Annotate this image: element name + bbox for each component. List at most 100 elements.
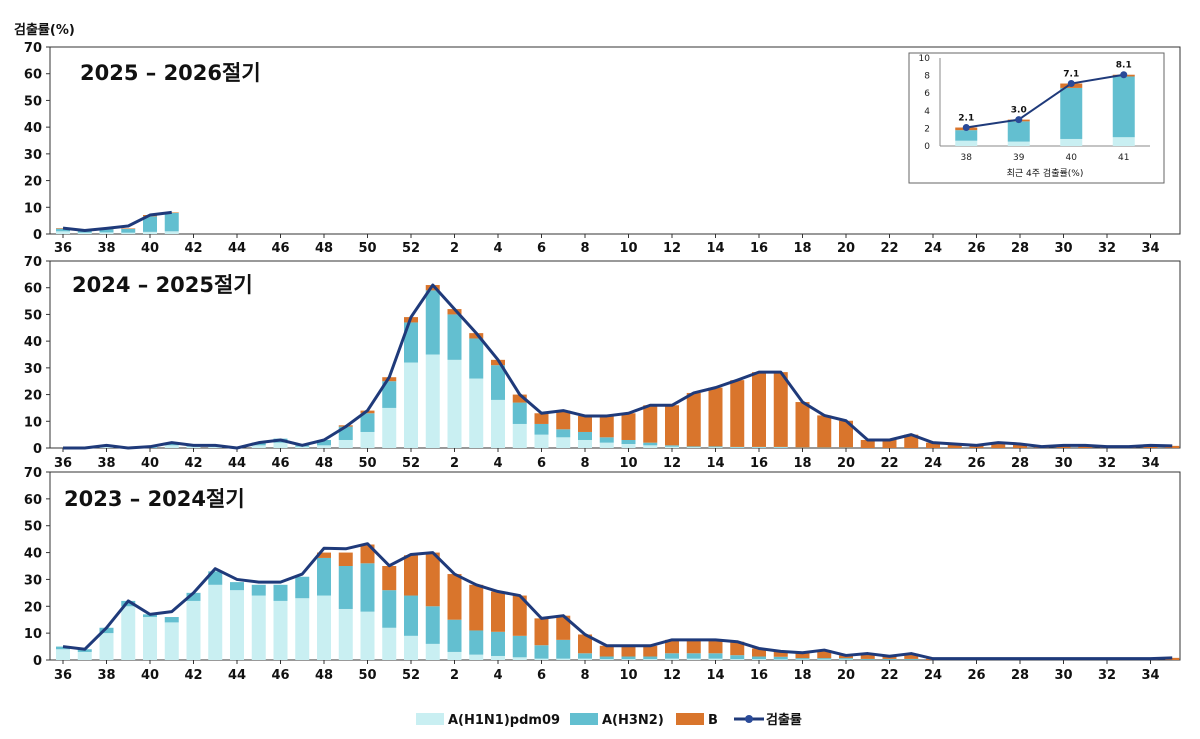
x-tick-label: 18 [793, 456, 811, 471]
bar-h1n1 [56, 649, 70, 660]
bar-h1n1 [578, 658, 592, 660]
bar-h1n1 [251, 595, 266, 660]
bar-h3n2 [621, 439, 636, 444]
x-tick-label: 24 [924, 241, 942, 256]
bar-b [860, 653, 875, 659]
bar-b [686, 639, 701, 654]
bar-h3n2 [360, 563, 375, 612]
bar-h3n2 [186, 592, 201, 601]
inset-bar-h3n2 [1060, 87, 1083, 139]
inset-bar-h3n2 [955, 130, 978, 141]
bar-b [882, 439, 897, 448]
bar-h1n1 [599, 659, 614, 660]
bar-h1n1 [56, 231, 70, 234]
bar-h1n1 [578, 439, 592, 448]
bar-h3n2 [752, 656, 766, 660]
plot-frame [49, 471, 1181, 661]
x-tick-label: 12 [663, 456, 681, 471]
bar-b [947, 443, 962, 448]
x-tick-label: 30 [1054, 241, 1072, 256]
inset-y-tick-label: 6 [924, 89, 930, 99]
y-tick-label: 70 [24, 255, 42, 270]
y-tick-label: 40 [24, 335, 42, 350]
bar-h1n1 [338, 439, 353, 448]
bar-h1n1 [708, 447, 723, 448]
x-tick-label: 42 [184, 668, 202, 683]
bar-b [686, 392, 701, 447]
y-tick-label: 30 [24, 362, 42, 377]
legend-swatch-h1n1 [416, 713, 444, 725]
bar-h3n2 [121, 228, 136, 233]
bar-h1n1 [382, 407, 397, 448]
bar-h1n1 [99, 232, 114, 234]
y-tick-label: 30 [24, 573, 42, 588]
x-tick-label: 2 [450, 241, 459, 256]
bar-b [491, 591, 505, 632]
bar-h3n2 [404, 595, 418, 636]
bar-h1n1 [599, 442, 614, 448]
bar-h1n1 [273, 600, 288, 660]
inset-caption: 최근 4주 검출률(%) [1007, 167, 1084, 179]
bar-b [860, 439, 875, 448]
x-tick-label: 18 [793, 668, 811, 683]
bar-h1n1 [186, 446, 201, 448]
bar-h1n1 [708, 658, 723, 660]
y-tick-label: 70 [24, 466, 42, 481]
x-tick-label: 26 [967, 456, 985, 471]
bar-h1n1 [512, 423, 527, 448]
x-tick-label: 12 [663, 241, 681, 256]
x-tick-label: 26 [967, 668, 985, 683]
bar-h1n1 [534, 658, 549, 660]
x-tick-label: 6 [537, 456, 546, 471]
bar-b [578, 634, 592, 654]
bar-h1n1 [143, 617, 157, 660]
inset-y-tick-label: 0 [924, 142, 930, 152]
x-tick-label: 14 [706, 668, 724, 683]
inset-y-tick-label: 2 [924, 124, 930, 134]
x-tick-label: 42 [184, 456, 202, 471]
bar-h1n1 [164, 445, 179, 448]
bar-b [469, 584, 484, 631]
bar-h1n1 [382, 627, 397, 660]
x-tick-label: 6 [537, 668, 546, 683]
x-tick-label: 50 [358, 241, 376, 256]
bar-b [599, 415, 614, 438]
bar-b [534, 413, 549, 424]
bar-h3n2 [317, 557, 331, 596]
bar-h3n2 [839, 658, 853, 660]
x-tick-label: 2 [450, 668, 459, 683]
bar-b [817, 415, 832, 448]
bar-h3n2 [382, 381, 397, 408]
bar-b [643, 405, 658, 443]
bar-h3n2 [382, 590, 397, 628]
bar-h3n2 [447, 619, 462, 652]
inset-data-label: 3.0 [1011, 106, 1027, 116]
y-axis-title: 검출률(%) [14, 22, 75, 38]
bar-h3n2 [599, 656, 614, 660]
bar-b [773, 651, 788, 657]
bar-h3n2 [143, 216, 157, 232]
bar-h3n2 [230, 582, 244, 591]
bar-b [621, 413, 636, 440]
bar-h3n2 [795, 658, 810, 660]
bar-h1n1 [665, 446, 679, 448]
bar-h1n1 [686, 447, 701, 448]
bar-b [752, 372, 766, 447]
x-tick-label: 38 [97, 241, 115, 256]
bar-h1n1 [621, 443, 636, 448]
bar-h3n2 [817, 658, 832, 660]
bar-b [382, 566, 397, 591]
y-tick-label: 20 [24, 389, 42, 404]
plot-frame [49, 260, 1181, 449]
bar-h1n1 [121, 232, 136, 234]
bar-h3n2 [512, 635, 527, 658]
x-tick-label: 22 [880, 456, 898, 471]
x-tick-label: 32 [1098, 241, 1116, 256]
bar-h1n1 [251, 445, 266, 448]
inset-bar-h3n2 [1007, 121, 1030, 142]
rate-line [63, 283, 1173, 450]
y-tick-label: 10 [24, 415, 42, 430]
x-tick-label: 44 [228, 668, 246, 683]
bar-h1n1 [469, 378, 484, 448]
bar-b [1013, 443, 1027, 448]
